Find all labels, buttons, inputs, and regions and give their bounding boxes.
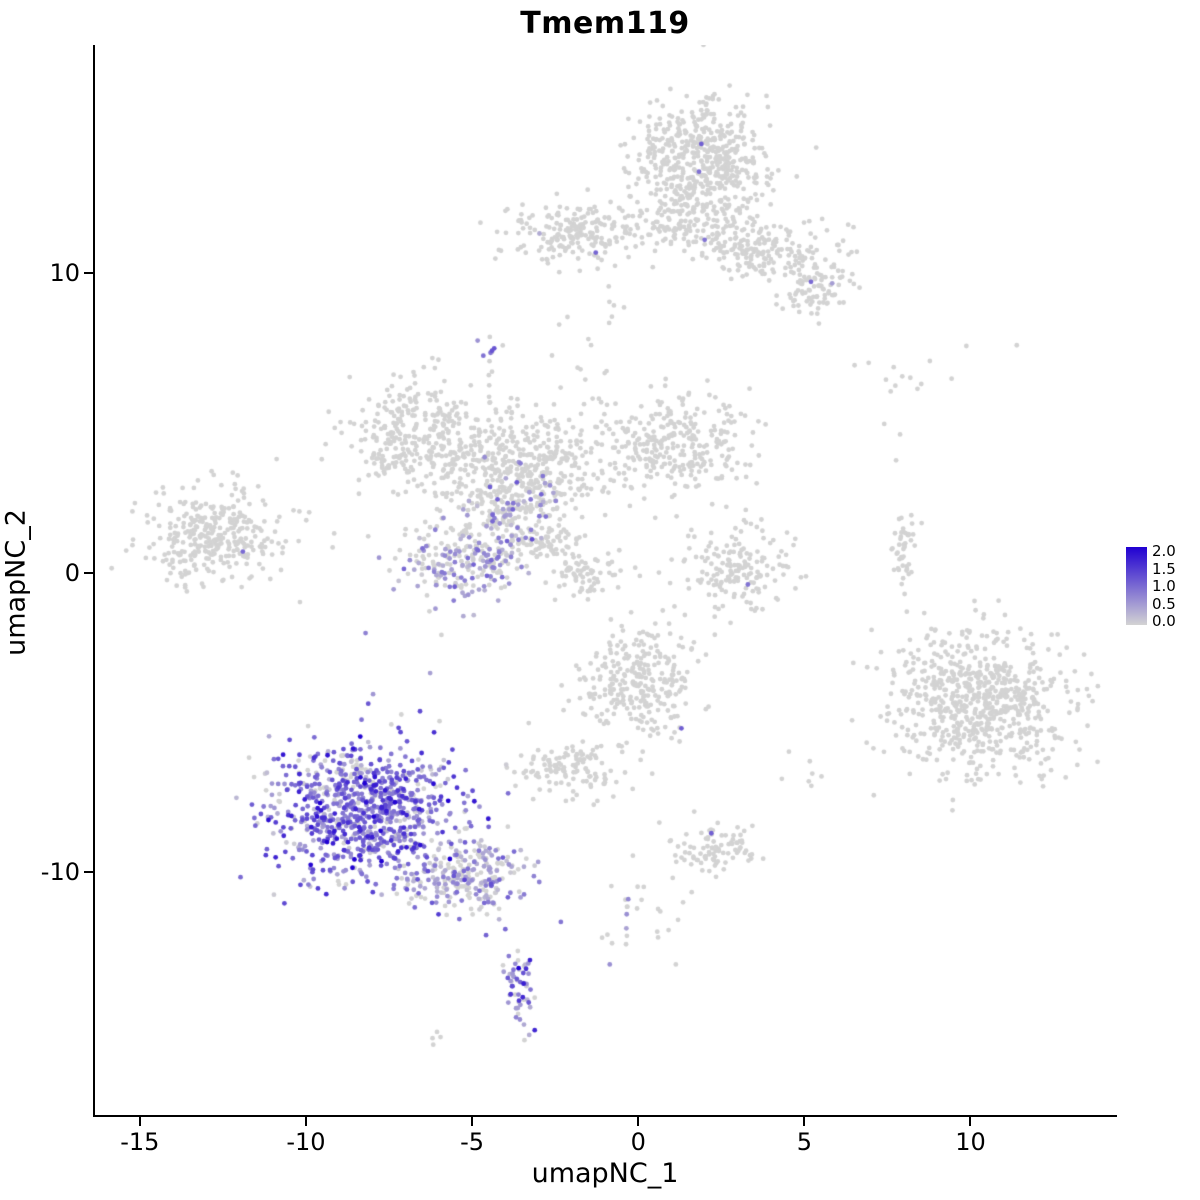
x-tick-label: 5 <box>796 1128 812 1156</box>
y-axis-line <box>93 45 95 1117</box>
colorbar-gradient <box>1126 547 1147 625</box>
x-axis-line <box>93 1115 1117 1117</box>
x-tick-label: -15 <box>120 1128 160 1156</box>
y-tick-label: 0 <box>64 558 80 587</box>
colorbar-tick-label: 0.0 <box>1152 612 1176 630</box>
y-tick-label: 10 <box>49 258 80 287</box>
colorbar-tick-label: 1.5 <box>1152 559 1176 578</box>
colorbar-tick-label: 2.0 <box>1152 542 1176 560</box>
x-tick-mark <box>138 1117 141 1126</box>
x-axis-label: umapNC_1 <box>531 1158 679 1189</box>
colorbar-tick-label: 0.5 <box>1152 594 1176 613</box>
colorbar-tick-label: 1.0 <box>1152 577 1176 595</box>
x-tick-label: -5 <box>460 1128 485 1156</box>
x-tick-label: 0 <box>630 1128 646 1156</box>
x-tick-mark <box>803 1117 806 1126</box>
x-tick-mark <box>637 1117 640 1126</box>
x-tick-mark <box>304 1117 307 1126</box>
y-tick-label: -10 <box>40 858 80 887</box>
x-tick-label: -10 <box>286 1128 326 1156</box>
x-tick-label: 10 <box>955 1128 986 1156</box>
y-tick-mark <box>84 571 93 574</box>
y-tick-mark <box>84 271 93 274</box>
x-tick-mark <box>471 1117 474 1126</box>
umap-scatter-canvas <box>95 45 1115 1115</box>
x-tick-mark <box>969 1117 972 1126</box>
y-axis-label: umapNC_2 <box>0 509 32 656</box>
plot-title: Tmem119 <box>520 6 690 41</box>
y-tick-mark <box>84 871 93 874</box>
